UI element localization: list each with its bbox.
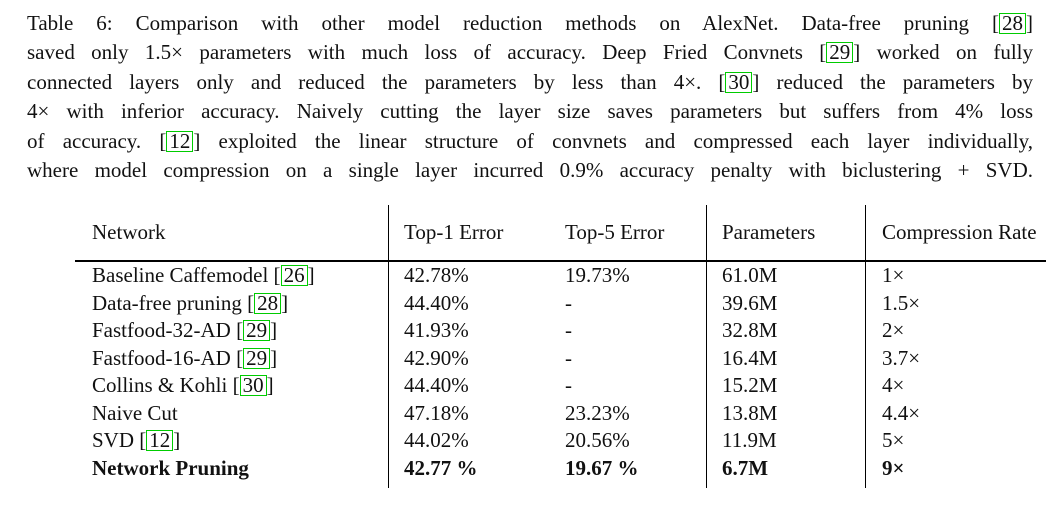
cell-compression-rate: 4.4× [865, 399, 1046, 427]
cell-parameters: 32.8M [706, 317, 866, 345]
cell-compression-rate: 1.5× [865, 289, 1046, 317]
cell-top1-error: 41.93% [388, 317, 565, 345]
cell-top1-error: 47.18% [388, 399, 565, 427]
cell-top5-error: 19.67 % [565, 455, 639, 480]
cell-parameters: 13.8M [706, 399, 866, 427]
caption-line-2: saved only 1.5× parameters with much los… [27, 40, 1033, 65]
col-header-parameters: Parameters [706, 205, 866, 262]
cell-top5-error: - [565, 318, 572, 343]
citation-link-29[interactable]: 29 [243, 320, 271, 342]
cell-network: Network Pruning [92, 455, 249, 480]
cell-top1-error: 42.77 % [388, 454, 565, 482]
citation-link-12[interactable]: 12 [146, 430, 174, 452]
cell-network: Naive Cut [92, 400, 178, 425]
caption-line-6: where model compression on a single laye… [27, 157, 1033, 182]
cell-top1-error: 42.78% [388, 261, 565, 290]
table-row: Collins & Kohli [30] 44.40% - 15.2M 4× [75, 372, 1046, 400]
citation-link-30[interactable]: 30 [239, 375, 267, 397]
cell-compression-rate: 5× [865, 427, 1046, 455]
cell-compression-rate: 2× [865, 317, 1046, 345]
table-body: Baseline Caffemodel [26] 42.78% 19.73% 61.0… [75, 261, 1046, 488]
cell-parameters: 16.4M [706, 344, 866, 372]
cell-top5-error: 19.73% [565, 263, 630, 288]
cell-top5-error: 23.23% [565, 400, 630, 425]
citation-link-30[interactable]: 30 [725, 71, 753, 93]
cell-parameters: 39.6M [706, 289, 866, 317]
rule-extension-cell [388, 482, 565, 488]
cell-compression-rate: 4× [865, 372, 1046, 400]
citation-link-29[interactable]: 29 [243, 347, 271, 369]
rule-extension-cell [565, 482, 707, 488]
table-row: SVD [12] 44.02% 20.56% 11.9M 5× [75, 427, 1046, 455]
citation-link-28[interactable]: 28 [254, 292, 282, 314]
cell-network: Fastfood-32-AD [29] [92, 318, 278, 343]
cell-top5-error: 20.56% [565, 428, 630, 453]
cell-network: Data-free pruning [28] [92, 290, 289, 315]
cell-compression-rate: 1× [865, 261, 1046, 290]
citation-link-29[interactable]: 29 [826, 42, 854, 64]
cell-top5-error: - [565, 290, 572, 315]
cell-network: SVD [12] [92, 428, 181, 453]
table-row: Network Pruning 42.77 % 19.67 % 6.7M 9× [75, 454, 1046, 482]
col-header-top1-error: Top-1 Error [388, 205, 565, 262]
table-row: Naive Cut 47.18% 23.23% 13.8M 4.4× [75, 399, 1046, 427]
table-row: Baseline Caffemodel [26] 42.78% 19.73% 61.0… [75, 261, 1046, 290]
table-row: Fastfood-16-AD [29] 42.90% - 16.4M 3.7× [75, 344, 1046, 372]
table-row: Fastfood-32-AD [29] 41.93% - 32.8M 2× [75, 317, 1046, 345]
col-header-compression-rate: Compression Rate [865, 205, 1046, 262]
caption-line-3: connected layers only and reduced the pa… [27, 69, 1033, 94]
citation-link-26[interactable]: 26 [280, 265, 308, 287]
rule-extension-cell [75, 482, 389, 488]
cell-network: Fastfood-16-AD [29] [92, 345, 278, 370]
caption-line-1: Table 6: Comparison with other model red… [27, 11, 1033, 35]
col-header-network: Network [75, 205, 389, 262]
cell-network: Baseline Caffemodel [26] [92, 263, 315, 288]
comparison-table: Network Top-1 Error Top-5 Error Parameters C… [75, 205, 1046, 488]
cell-top1-error: 44.40% [388, 372, 565, 400]
cell-parameters: 61.0M [706, 261, 866, 290]
rule-extension-row [75, 482, 1046, 488]
cell-top1-error: 44.40% [388, 289, 565, 317]
cell-network: Collins & Kohli [30] [92, 373, 274, 398]
cell-compression-rate: 3.7× [865, 344, 1046, 372]
caption-line-4: 4× with inferior accuracy. Naively cutti… [27, 99, 1033, 124]
rule-extension-cell [865, 482, 1046, 488]
cell-top5-error: - [565, 345, 572, 370]
cell-parameters: 6.7M [706, 454, 866, 482]
cell-top5-error: - [565, 373, 572, 398]
table-header: Network Top-1 Error Top-5 Error Parameters C… [75, 205, 1046, 262]
table-header-row: Network Top-1 Error Top-5 Error Parameters C… [75, 205, 1046, 262]
cell-top1-error: 44.02% [388, 427, 565, 455]
citation-link-12[interactable]: 12 [166, 130, 194, 152]
table-caption: Table 6: Comparison with other model red… [27, 9, 1033, 185]
cell-top1-error: 42.90% [388, 344, 565, 372]
cell-parameters: 15.2M [706, 372, 866, 400]
citation-link-28[interactable]: 28 [999, 13, 1026, 34]
col-header-top5-error: Top-5 Error [565, 205, 707, 262]
table-row: Data-free pruning [28] 44.40% - 39.6M 1.5× [75, 289, 1046, 317]
cell-parameters: 11.9M [706, 427, 866, 455]
rule-extension-cell [706, 482, 866, 488]
cell-compression-rate: 9× [865, 454, 1046, 482]
caption-line-5: of accuracy. [12] exploited the linear s… [27, 128, 1033, 153]
